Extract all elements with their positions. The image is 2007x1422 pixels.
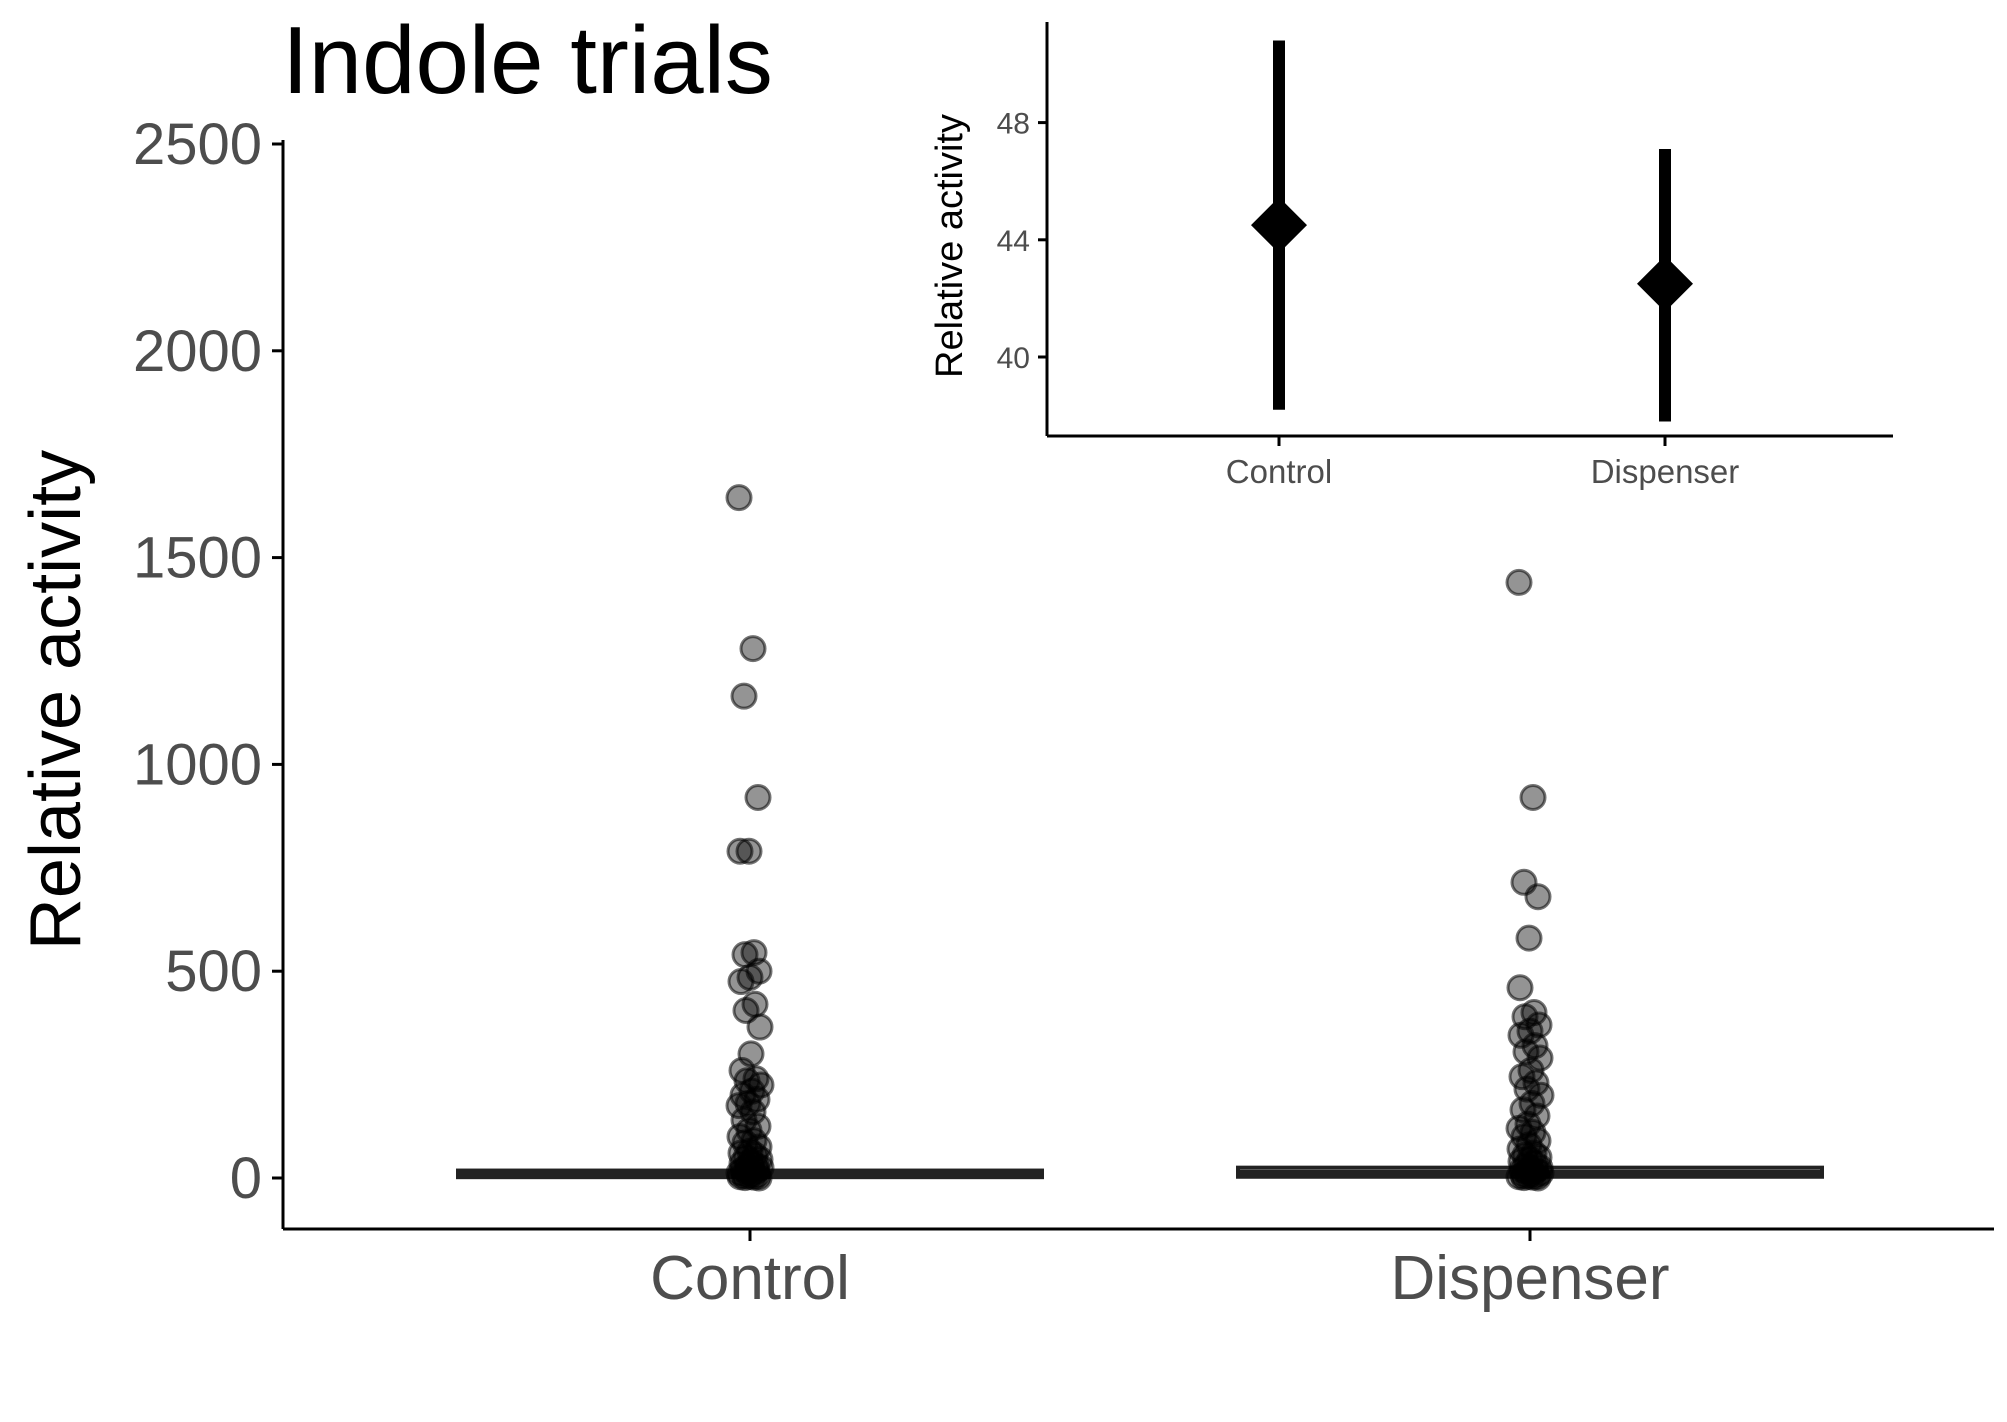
inset-x-axis-ticks: Control Dispenser	[1226, 436, 1739, 490]
data-point	[727, 968, 755, 996]
inset-pointranges	[1251, 40, 1693, 422]
data-point	[1513, 1075, 1541, 1103]
data-point	[745, 1164, 773, 1192]
y-tick-label: 500	[165, 939, 262, 1004]
data-point	[730, 682, 758, 710]
data-point	[1506, 974, 1534, 1002]
data-point	[731, 1164, 759, 1192]
y-axis-label: Relative activity	[16, 450, 96, 950]
jitter-points	[725, 484, 1555, 1192]
x-tick-label: Control	[650, 1244, 850, 1313]
data-point	[725, 484, 753, 512]
data-point	[746, 1013, 774, 1041]
data-point	[1515, 924, 1543, 952]
data-point	[1524, 883, 1552, 911]
inset-y-axis-label: Relative activity	[929, 114, 971, 378]
main-panel: Indole trials Relative activity 0 500 1000…	[16, 7, 1994, 1313]
inset-mean-diamond	[1251, 197, 1307, 254]
data-point	[725, 1092, 753, 1120]
x-tick-label: Dispenser	[1390, 1244, 1669, 1313]
inset-y-tick-label: 48	[997, 108, 1030, 141]
data-point	[739, 635, 767, 663]
y-axis-ticks: 0 500 1000 1500 2000 2500	[133, 112, 283, 1211]
inset-x-tick-label: Dispenser	[1591, 453, 1740, 490]
data-point	[1524, 1164, 1552, 1192]
chart-title: Indole trials	[282, 7, 773, 114]
y-tick-label: 0	[230, 1146, 262, 1211]
data-point	[726, 837, 754, 865]
data-point	[1519, 783, 1547, 811]
inset-panel: Relative activity 40 44 48 Control Dispense…	[929, 22, 1893, 490]
data-point	[744, 783, 772, 811]
inset-mean-diamond	[1637, 255, 1693, 312]
data-point	[1510, 1164, 1538, 1192]
x-axis-ticks: Control Dispenser	[650, 1229, 1670, 1313]
inset-y-tick-label: 44	[997, 225, 1030, 258]
y-tick-label: 1000	[133, 732, 262, 797]
y-tick-label: 2000	[133, 319, 262, 384]
data-point	[735, 837, 763, 865]
data-point	[1505, 568, 1533, 596]
y-tick-label: 2500	[133, 112, 262, 177]
y-tick-label: 1500	[133, 526, 262, 591]
inset-y-tick-label: 40	[997, 342, 1030, 375]
inset-y-axis-ticks: 40 44 48	[997, 108, 1047, 375]
inset-x-tick-label: Control	[1226, 453, 1332, 490]
